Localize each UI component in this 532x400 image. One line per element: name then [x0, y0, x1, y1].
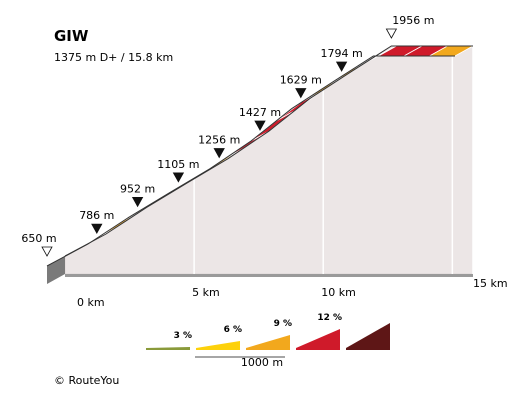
elevation-label: 952 m [120, 182, 155, 195]
elevation-label: 1956 m [392, 14, 434, 27]
marker-triangle-icon [295, 88, 307, 99]
marker-triangle-icon [131, 197, 144, 208]
km-tick-label: 5 km [192, 286, 220, 299]
profile-ground-line [65, 274, 473, 277]
gradient-legend-swatch [346, 323, 390, 350]
profile-base-front [47, 256, 65, 284]
chart-title: GIW [54, 27, 89, 45]
marker-triangle-icon [91, 223, 103, 234]
distance-axis: 0 km 5 km 10 km 15 km [77, 277, 508, 309]
chart-subtitle: 1375 m D+ / 15.8 km [54, 51, 173, 64]
copyright-text: © RouteYou [54, 374, 119, 387]
km-tick-label: 15 km [473, 277, 508, 290]
marker-triangle-icon [254, 120, 266, 131]
elevation-label: 1256 m [198, 134, 240, 147]
profile-body [47, 45, 474, 284]
gradient-threshold-label: 3 % [174, 331, 192, 341]
elevation-label: 1105 m [157, 158, 199, 171]
marker-triangle-icon [335, 61, 348, 72]
profile-side-face [64, 45, 474, 275]
km-tick-label: 10 km [321, 286, 356, 299]
gradient-threshold-label: 12 % [317, 313, 342, 323]
profile-front-edge [46, 55, 455, 267]
elevation-label: 1427 m [239, 106, 281, 119]
marker-triangle-icon [213, 148, 225, 159]
legend-scale-label: 1000 m [241, 356, 283, 369]
hollow-marker-icon [385, 28, 398, 39]
elevation-label: 650 m [21, 232, 56, 245]
hollow-marker-icon [41, 246, 53, 257]
gradient-legend-swatch [196, 341, 240, 350]
km-tick-label: 0 km [77, 296, 105, 309]
profile-back-edge [64, 45, 473, 257]
gradient-segments [46, 45, 475, 267]
gradient-legend: 3 % 6 % 9 % 12 % 1000 m [146, 313, 390, 369]
gradient-legend-swatch [246, 335, 290, 350]
gradient-threshold-label: 9 % [274, 319, 292, 329]
elevation-label: 786 m [79, 209, 114, 222]
elevation-label: 1629 m [280, 74, 322, 87]
marker-triangle-icon [172, 172, 185, 183]
gradient-legend-swatch [146, 347, 190, 350]
elevation-label: 1794 m [320, 47, 362, 60]
gradient-legend-swatch [296, 329, 340, 350]
gradient-threshold-label: 6 % [224, 325, 242, 335]
